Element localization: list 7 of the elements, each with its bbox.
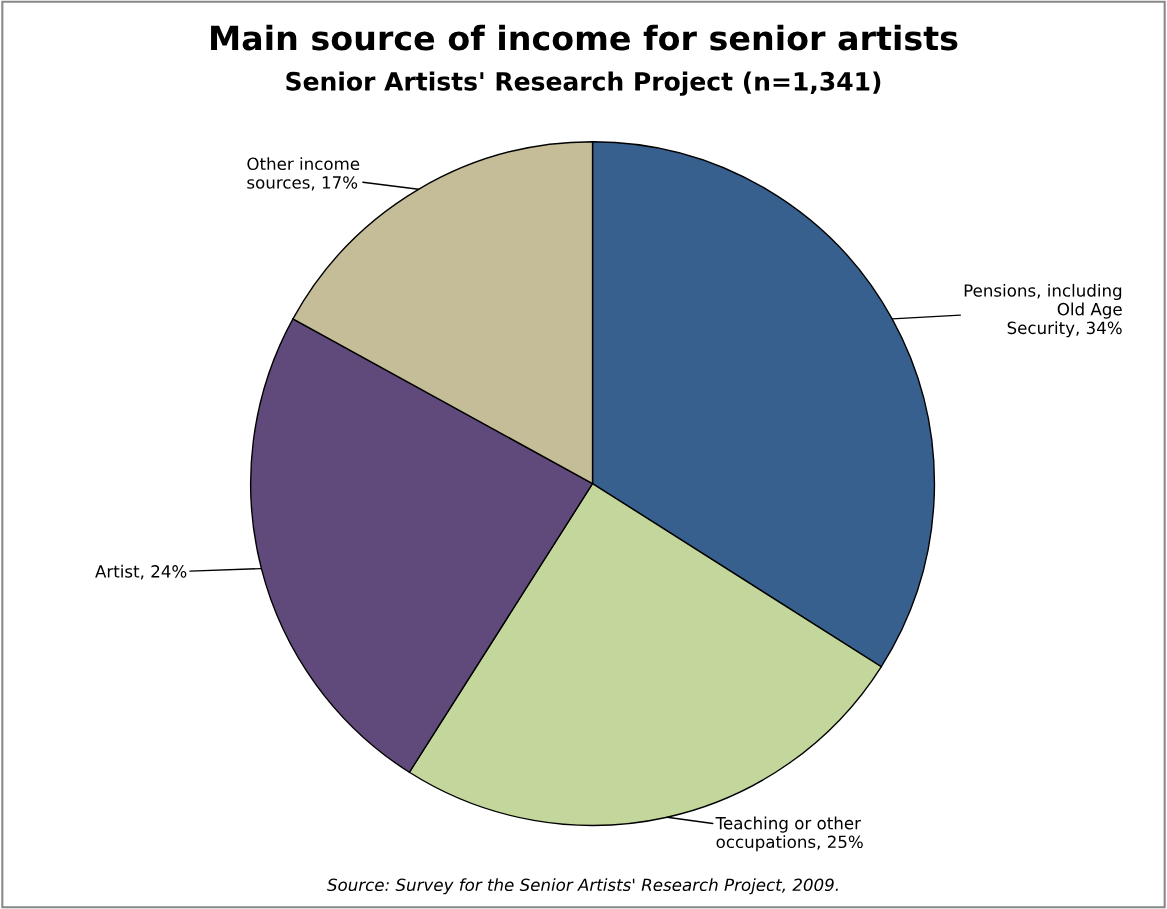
chart-title: Main source of income for senior artists [211, 24, 958, 51]
slice-label: Other income sources, 17% [247, 157, 360, 191]
chart-subtitle: Senior Artists' Research Project (n=1,341) [286, 71, 881, 96]
slice-label: Teaching or other occupations, 25% [715, 816, 863, 852]
slice-label: Artist, 24% [95, 564, 187, 580]
slice-label: Pensions, including Old Age Security, 34% [964, 283, 1122, 338]
source-note: Source: Survey for the Senior Artists' Research Project, 2009. [327, 878, 838, 895]
